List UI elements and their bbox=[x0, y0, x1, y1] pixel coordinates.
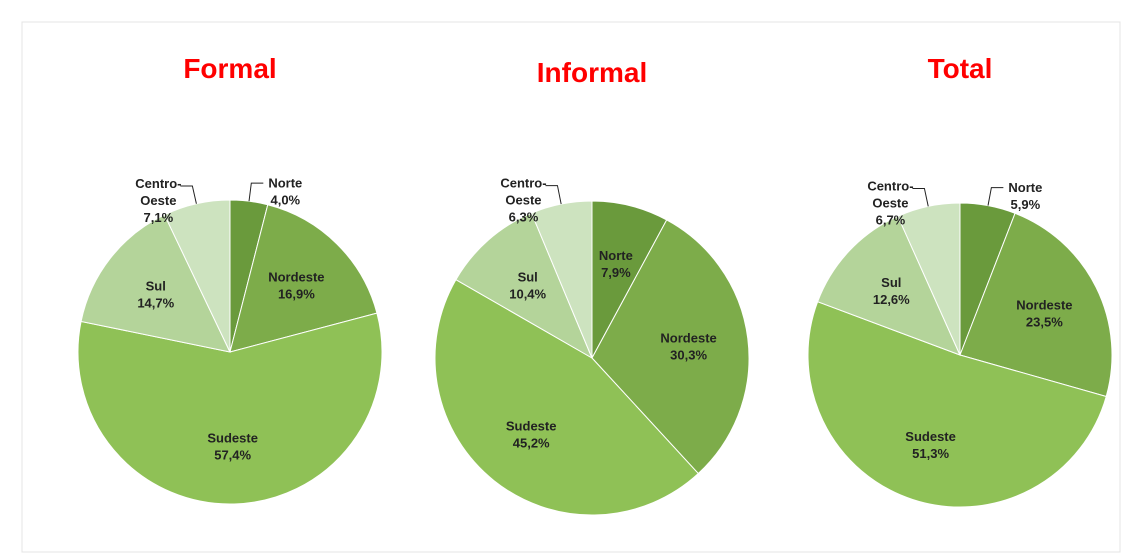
leader-line bbox=[545, 185, 562, 205]
value-label: 14,7% bbox=[137, 295, 174, 310]
value-label: 57,4% bbox=[214, 448, 251, 463]
value-label: 6,7% bbox=[876, 213, 906, 228]
slice-label: Norte 7,9% bbox=[599, 248, 633, 280]
category-label: Sudeste bbox=[207, 431, 258, 446]
leader-line bbox=[248, 182, 264, 202]
category-label: Centro-Oeste bbox=[867, 179, 913, 211]
slice-label: Sudeste 51,3% bbox=[905, 429, 956, 461]
slice-label: Norte 5,9% bbox=[1008, 180, 1042, 212]
value-label: 7,1% bbox=[144, 210, 174, 225]
value-label: 51,3% bbox=[912, 446, 949, 461]
value-label: 6,3% bbox=[509, 210, 539, 225]
chart-title: Formal bbox=[183, 53, 276, 84]
value-label: 45,2% bbox=[513, 436, 550, 451]
slice-label: Nordeste 16,9% bbox=[268, 270, 324, 302]
category-label: Nordeste bbox=[268, 270, 324, 285]
pie-slice bbox=[229, 204, 378, 353]
value-label: 5,9% bbox=[1011, 197, 1041, 212]
slice-label: Sul 10,4% bbox=[509, 269, 546, 301]
slice-label: Sul 14,7% bbox=[137, 278, 174, 310]
slice-label: Nordeste 30,3% bbox=[660, 330, 716, 362]
category-label: Sudeste bbox=[905, 429, 956, 444]
pie-slice bbox=[77, 312, 383, 505]
pie-slice bbox=[897, 202, 961, 356]
leader-line bbox=[987, 187, 1004, 206]
slice-label: Sudeste 45,2% bbox=[506, 419, 557, 451]
pie-slice bbox=[591, 219, 750, 475]
value-label: 12,6% bbox=[873, 292, 910, 307]
value-label: 30,3% bbox=[670, 347, 707, 362]
category-label: Sul bbox=[518, 269, 538, 284]
pie-slice bbox=[80, 214, 231, 353]
category-label: Nordeste bbox=[1016, 298, 1072, 313]
category-label: Centro-Oeste bbox=[135, 176, 181, 208]
slice-label: Sudeste 57,4% bbox=[207, 431, 258, 463]
frame bbox=[21, 21, 1121, 553]
pie-slice bbox=[434, 278, 700, 516]
chart-title: Informal bbox=[537, 57, 647, 88]
category-label: Norte bbox=[1008, 180, 1042, 195]
value-label: 16,9% bbox=[278, 287, 315, 302]
category-label: Nordeste bbox=[660, 330, 716, 345]
chart-title: Total bbox=[928, 53, 993, 84]
leader-line bbox=[912, 188, 929, 207]
slice-label: Norte 4,0% bbox=[268, 176, 302, 208]
leader-line bbox=[180, 185, 197, 204]
slice-label: Centro-Oeste 6,3% bbox=[500, 176, 546, 225]
value-label: 7,9% bbox=[601, 265, 631, 280]
category-label: Sul bbox=[881, 275, 901, 290]
pie-slice bbox=[455, 212, 594, 360]
category-label: Norte bbox=[599, 248, 633, 263]
pie-slice bbox=[959, 212, 1113, 398]
pie-slice bbox=[163, 199, 231, 353]
value-label: 10,4% bbox=[509, 286, 546, 301]
pie-slice bbox=[807, 301, 1107, 508]
category-label: Norte bbox=[268, 176, 302, 191]
category-label: Centro-Oeste bbox=[500, 176, 546, 208]
slice-label: Sul 12,6% bbox=[873, 275, 910, 307]
slice-label: Centro-Oeste 6,7% bbox=[867, 179, 913, 228]
value-label: 4,0% bbox=[270, 193, 300, 208]
slice-label: Nordeste 23,5% bbox=[1016, 298, 1072, 330]
slice-label: Centro-Oeste 7,1% bbox=[135, 176, 181, 225]
value-label: 23,5% bbox=[1026, 315, 1063, 330]
pie-slice bbox=[817, 215, 961, 356]
category-label: Sul bbox=[146, 278, 166, 293]
category-label: Sudeste bbox=[506, 419, 557, 434]
